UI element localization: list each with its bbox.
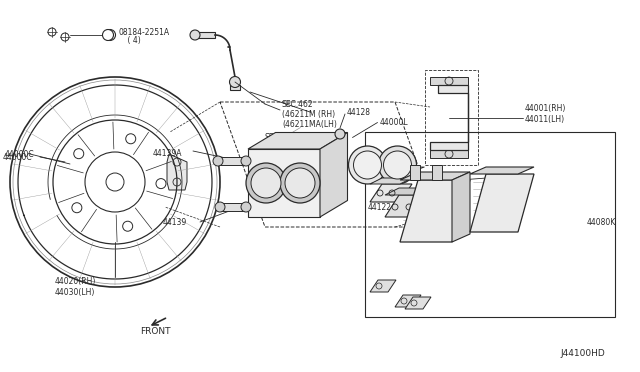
Circle shape: [241, 202, 251, 212]
Polygon shape: [430, 85, 468, 150]
Circle shape: [190, 30, 200, 40]
Text: 44080K: 44080K: [587, 218, 616, 227]
Polygon shape: [248, 132, 348, 149]
Text: (46211M (RH): (46211M (RH): [265, 141, 318, 151]
Polygon shape: [220, 203, 246, 211]
Text: J44100HD: J44100HD: [560, 350, 605, 359]
Polygon shape: [395, 295, 421, 307]
Polygon shape: [320, 132, 348, 217]
Polygon shape: [378, 167, 424, 170]
Text: 44000K: 44000K: [502, 174, 531, 183]
Polygon shape: [248, 149, 320, 217]
Circle shape: [353, 151, 381, 179]
Polygon shape: [410, 165, 420, 180]
Polygon shape: [370, 184, 412, 202]
Polygon shape: [195, 32, 215, 38]
Polygon shape: [167, 154, 187, 190]
Text: 44000L: 44000L: [380, 118, 408, 127]
Text: (46211MA(LH): (46211MA(LH): [265, 151, 320, 160]
Polygon shape: [385, 188, 431, 195]
Circle shape: [215, 202, 225, 212]
Text: 44000C: 44000C: [3, 153, 33, 161]
Bar: [425, 70, 478, 165]
Text: 44128: 44128: [347, 108, 371, 116]
Polygon shape: [452, 172, 470, 242]
Circle shape: [349, 146, 387, 184]
Polygon shape: [400, 180, 470, 242]
Text: 44139A: 44139A: [153, 148, 182, 157]
Text: 44139: 44139: [163, 218, 188, 227]
Polygon shape: [405, 297, 431, 309]
Text: 44001(RH)
44011(LH): 44001(RH) 44011(LH): [525, 104, 566, 124]
Polygon shape: [470, 167, 534, 174]
Text: SEC.462: SEC.462: [265, 132, 296, 141]
Bar: [430, 77, 468, 85]
Polygon shape: [370, 280, 396, 292]
Polygon shape: [218, 157, 246, 165]
Text: SEC.462: SEC.462: [282, 99, 314, 109]
Circle shape: [251, 168, 281, 198]
Circle shape: [241, 156, 251, 166]
Text: (46211M (RH): (46211M (RH): [282, 109, 335, 119]
Text: 08184-2251A: 08184-2251A: [118, 28, 169, 36]
Text: ( 4): ( 4): [118, 35, 141, 45]
Bar: [430, 150, 468, 158]
Polygon shape: [385, 195, 431, 217]
Bar: [365, 132, 615, 317]
Polygon shape: [370, 178, 412, 184]
Text: (46211MA(LH): (46211MA(LH): [282, 119, 337, 128]
Polygon shape: [470, 174, 534, 232]
Circle shape: [285, 168, 315, 198]
Polygon shape: [230, 85, 240, 90]
Circle shape: [378, 146, 417, 184]
Polygon shape: [432, 165, 442, 180]
Text: B: B: [108, 32, 113, 38]
Circle shape: [102, 29, 113, 41]
Circle shape: [335, 129, 345, 139]
Circle shape: [230, 77, 241, 87]
Circle shape: [246, 163, 286, 203]
Text: 44020(RH)
44030(LH): 44020(RH) 44030(LH): [55, 277, 97, 297]
Circle shape: [213, 156, 223, 166]
Text: FRONT: FRONT: [140, 327, 170, 337]
Text: B: B: [106, 32, 110, 38]
Polygon shape: [400, 172, 470, 180]
Circle shape: [280, 163, 320, 203]
Text: 44122: 44122: [367, 202, 392, 212]
Circle shape: [104, 29, 115, 41]
Text: 44000C: 44000C: [5, 150, 35, 158]
Circle shape: [383, 151, 412, 179]
